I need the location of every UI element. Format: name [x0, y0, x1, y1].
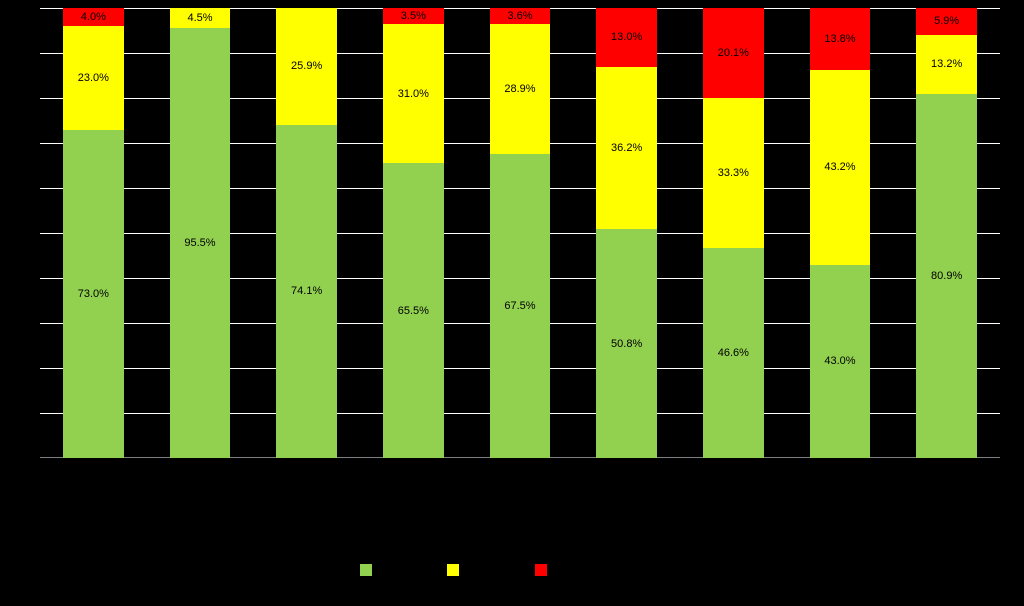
bar-value-label: 13.0% — [611, 31, 642, 43]
bar-value-label: 80.9% — [931, 270, 962, 282]
bar-group: 65.5% 31.0% 3.5% — [383, 8, 444, 458]
x-tick-label: Cat 1 — [75, 478, 102, 505]
bar-value-label: 46.6% — [718, 347, 749, 359]
bar-value-label: 3.5% — [401, 10, 426, 22]
bar-value-label: 73.0% — [78, 288, 109, 300]
bar-value-label: 25.9% — [291, 60, 322, 72]
bar-value-label: 5.9% — [934, 15, 959, 27]
bar-group: 73.0% 23.0% 4.0% — [63, 8, 124, 458]
bar-value-label: 23.0% — [78, 72, 109, 84]
legend-label: Series B — [465, 564, 507, 576]
x-tick-label: Cat 7 — [715, 478, 742, 505]
y-tick-label: 60% — [12, 182, 40, 194]
y-tick-label: 0% — [18, 452, 40, 464]
bar-value-label: 4.0% — [81, 11, 106, 23]
bar-value-label: 3.6% — [507, 10, 532, 22]
x-tick-label: Cat 3 — [288, 478, 315, 505]
bar-group: 67.5% 28.9% 3.6% — [490, 8, 551, 458]
x-tick-label: Cat 2 — [181, 478, 208, 505]
legend-swatch — [447, 564, 459, 576]
bar-value-label: 28.9% — [504, 83, 535, 95]
bar-group: 50.8% 36.2% 13.0% — [596, 8, 657, 458]
x-tick-label: Cat 6 — [608, 478, 635, 505]
bar-value-label: 74.1% — [291, 285, 322, 297]
legend-item: Series C — [535, 564, 595, 576]
legend-item: Series B — [447, 564, 507, 576]
y-tick-label: 100% — [6, 2, 40, 14]
bar-value-label: 65.5% — [398, 305, 429, 317]
bar-value-label: 4.5% — [187, 12, 212, 24]
y-tick-label: 10% — [12, 407, 40, 419]
y-tick-label: 70% — [12, 137, 40, 149]
y-tick-label: 80% — [12, 92, 40, 104]
legend-item: Series A — [360, 564, 419, 576]
x-tick-label: Cat 4 — [395, 478, 422, 505]
y-tick-label: 50% — [12, 227, 40, 239]
bar-value-label: 20.1% — [718, 47, 749, 59]
bar-group: 46.6% 33.3% 20.1% — [703, 8, 764, 458]
bar-value-label: 36.2% — [611, 142, 642, 154]
y-tick-label: 40% — [12, 272, 40, 284]
x-tick-label: Cat 9 — [928, 478, 955, 505]
legend-label: Series C — [553, 564, 595, 576]
legend-swatch — [360, 564, 372, 576]
bar-group: 95.5% 4.5% — [170, 8, 231, 458]
bar-value-label: 67.5% — [504, 300, 535, 312]
y-tick-label: 90% — [12, 47, 40, 59]
legend-label: Series A — [378, 564, 419, 576]
bar-group: 74.1% 25.9% — [276, 8, 337, 458]
bar-value-label: 31.0% — [398, 88, 429, 100]
bar-group: 43.0% 43.2% 13.8% — [810, 8, 871, 458]
bar-value-label: 13.2% — [931, 58, 962, 70]
bar-value-label: 13.8% — [824, 33, 855, 45]
x-tick-label: Cat 8 — [821, 478, 848, 505]
bar-value-label: 43.0% — [824, 355, 855, 367]
y-tick-label: 20% — [12, 362, 40, 374]
bar-value-label: 33.3% — [718, 167, 749, 179]
plot-area: 0%10%20%30%40%50%60%70%80%90%100%73.0%23… — [40, 8, 1000, 458]
bar-value-label: 50.8% — [611, 338, 642, 350]
bar-group: 80.9% 13.2% 5.9% — [916, 8, 977, 458]
legend-swatch — [535, 564, 547, 576]
bar-value-label: 95.5% — [184, 237, 215, 249]
legend: Series A Series B Series C — [360, 564, 595, 576]
y-tick-label: 30% — [12, 317, 40, 329]
stacked-bar-chart: 0% 10% 20% 30% 40% 50% 60% 70% 80% 90% 100% 73.0% 23… — [0, 0, 1024, 606]
x-tick-label: Cat 5 — [501, 478, 528, 505]
bar-value-label: 43.2% — [824, 161, 855, 173]
